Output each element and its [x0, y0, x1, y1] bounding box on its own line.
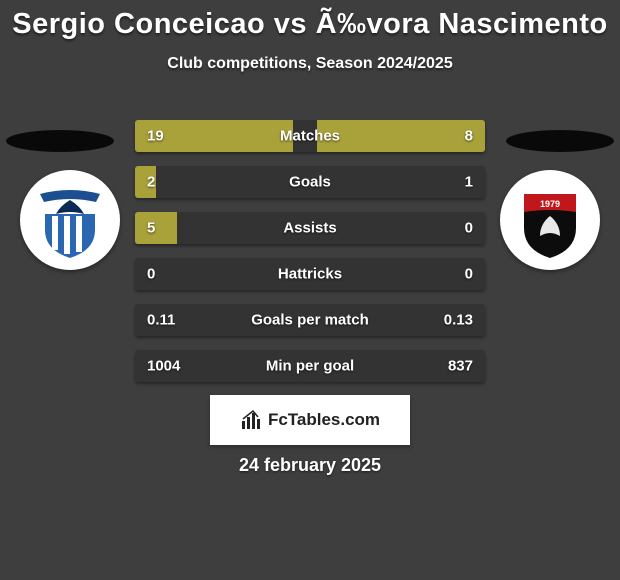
club-crest-left	[20, 170, 120, 270]
stat-label: Min per goal	[135, 358, 485, 375]
club-crest-left-icon	[30, 180, 110, 260]
stat-row: 21Goals	[135, 166, 485, 198]
comparison-arena: 1979 198Matches 21Goals 50Assists 00Hattric…	[0, 105, 620, 405]
player-left-shadow	[6, 130, 114, 152]
stat-rows: 198Matches 21Goals 50Assists 00Hattricks 0.1…	[135, 120, 485, 396]
player-right-shadow	[506, 130, 614, 152]
comparison-subtitle: Club competitions, Season 2024/2025	[0, 55, 620, 73]
comparison-title: Sergio Conceicao vs Ã‰vora Nascimento	[0, 0, 620, 41]
generated-date: 24 february 2025	[0, 455, 620, 476]
stat-label: Goals	[135, 174, 485, 191]
stat-label: Assists	[135, 220, 485, 237]
stat-row: 1004837Min per goal	[135, 350, 485, 382]
svg-text:1979: 1979	[540, 199, 560, 209]
stat-label: Goals per match	[135, 312, 485, 329]
club-crest-right-icon: 1979	[510, 180, 590, 260]
stat-row: 198Matches	[135, 120, 485, 152]
brand-text: FcTables.com	[268, 410, 380, 430]
stat-row: 0.110.13Goals per match	[135, 304, 485, 336]
stat-label: Hattricks	[135, 266, 485, 283]
stat-row: 00Hattricks	[135, 258, 485, 290]
brand-footer: FcTables.com	[210, 395, 410, 445]
brand-chart-icon	[240, 409, 262, 431]
stat-label: Matches	[135, 128, 485, 145]
stat-row: 50Assists	[135, 212, 485, 244]
club-crest-right: 1979	[500, 170, 600, 270]
